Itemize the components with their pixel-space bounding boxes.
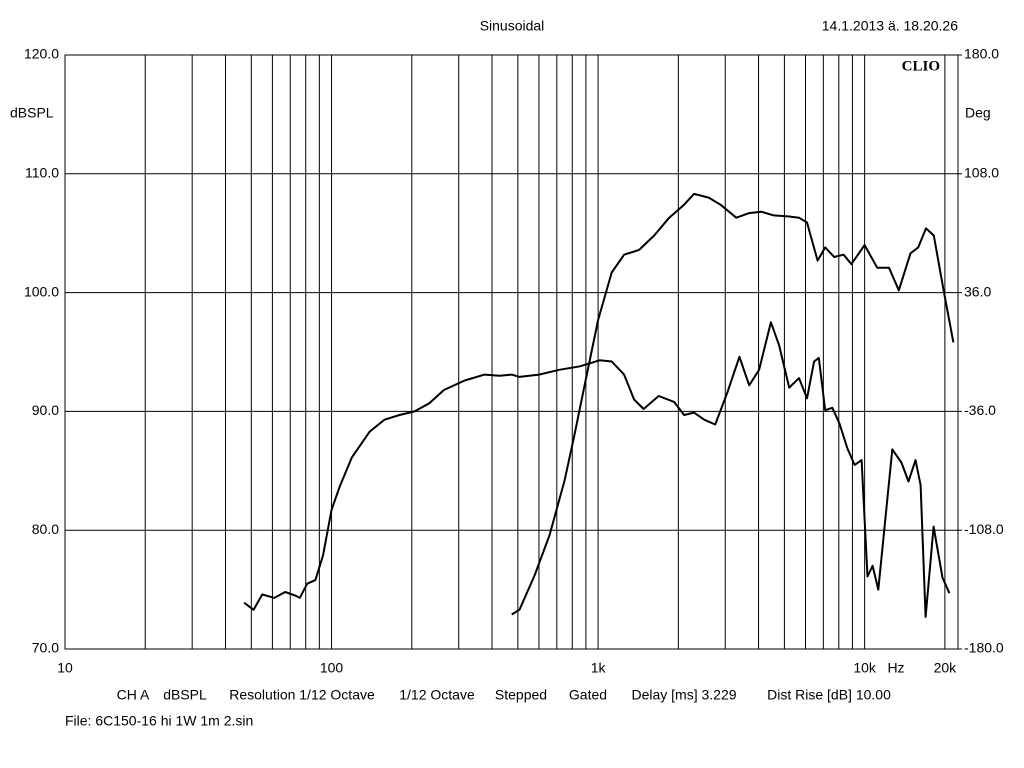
x-tick-label: 100 [320, 660, 344, 676]
x-tick-label: 20k [934, 660, 958, 676]
y2-axis-label: Deg [965, 105, 991, 121]
y-tick-label: 100.0 [24, 283, 59, 299]
x-tick-label: 10k [853, 660, 877, 676]
footer-item: Gated [569, 687, 607, 703]
y-tick-label: 110.0 [25, 165, 59, 181]
y-tick-label: 90.0 [32, 402, 59, 418]
plot-frame [64, 54, 959, 650]
footer-item: Delay [ms] 3.229 [631, 687, 736, 703]
x-axis-label: Hz [887, 660, 904, 676]
x-tick-label: 1k [591, 660, 607, 676]
y-tick-label: 80.0 [32, 521, 59, 537]
footer-item: CH A [117, 687, 150, 703]
series-line [243, 321, 951, 618]
footer-item: 1/12 Octave [399, 687, 475, 703]
y-axis-label: dBSPL [10, 105, 54, 121]
footer-item: dBSPL [163, 687, 207, 703]
footer-item: Resolution 1/12 Octave [229, 687, 375, 703]
footer-item: Stepped [495, 687, 547, 703]
y2-tick-label: -108.0 [964, 521, 1004, 537]
y2-tick-label: 180.0 [964, 46, 999, 62]
y-tick-label: 120.0 [24, 46, 59, 62]
y2-tick-label: -180.0 [964, 640, 1004, 656]
x-tick-label: 10 [57, 660, 73, 676]
chart-title: Sinusoidal [480, 18, 545, 34]
y2-tick-label: -36.0 [964, 402, 996, 418]
series-line [511, 192, 955, 616]
brand: CLIO [902, 58, 940, 74]
y-tick-label: 70.0 [32, 640, 59, 656]
y2-tick-label: 36.0 [964, 283, 991, 299]
file-name: File: 6C150-16 hi 1W 1m 2.sin [65, 713, 253, 729]
footer-item: Dist Rise [dB] 10.00 [767, 687, 891, 703]
timestamp: 14.1.2013 ä. 18.20.26 [822, 18, 958, 34]
y2-tick-label: 108.0 [964, 165, 999, 181]
